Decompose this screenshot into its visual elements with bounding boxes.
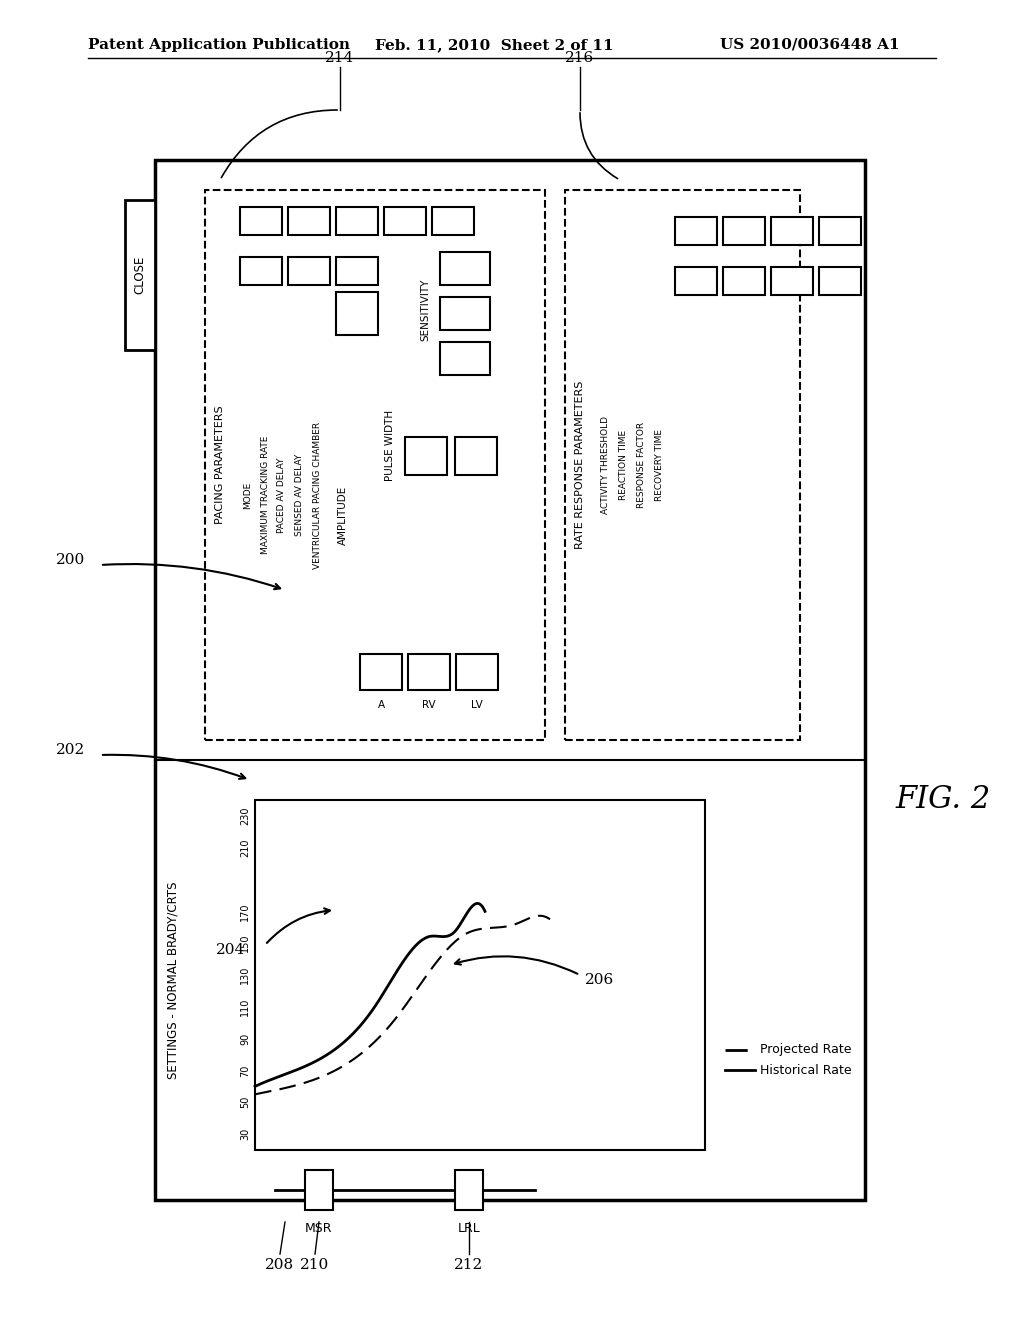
- Text: SENSITIVITY: SENSITIVITY: [420, 279, 430, 341]
- Text: CLOSE: CLOSE: [133, 256, 146, 294]
- Text: PACED AV DELAY: PACED AV DELAY: [278, 457, 287, 533]
- Bar: [125, 201, 155, 350]
- Text: VENTRICULAR PACING CHAMBER: VENTRICULAR PACING CHAMBER: [312, 421, 322, 569]
- Text: 130: 130: [240, 966, 250, 985]
- Bar: [455, 1170, 483, 1210]
- Text: 110: 110: [240, 998, 250, 1016]
- Bar: [360, 653, 402, 690]
- Text: 212: 212: [455, 1258, 483, 1272]
- Text: Feb. 11, 2010  Sheet 2 of 11: Feb. 11, 2010 Sheet 2 of 11: [375, 38, 613, 51]
- Text: RATE RESPONSE PARAMETERS: RATE RESPONSE PARAMETERS: [575, 380, 585, 549]
- Bar: [408, 653, 450, 690]
- Text: SENSED AV DELAY: SENSED AV DELAY: [295, 454, 303, 536]
- Text: SETTINGS - NORMAL BRADY/CRTS: SETTINGS - NORMAL BRADY/CRTS: [167, 882, 179, 1078]
- Text: 206: 206: [585, 973, 614, 987]
- Bar: [288, 257, 330, 285]
- Text: 230: 230: [240, 807, 250, 825]
- Bar: [384, 207, 426, 235]
- Bar: [406, 437, 447, 475]
- Text: 170: 170: [240, 902, 250, 920]
- Text: MSR: MSR: [305, 1222, 333, 1236]
- Text: 70: 70: [240, 1064, 250, 1077]
- Text: MODE: MODE: [244, 482, 253, 508]
- Bar: [305, 1170, 333, 1210]
- Text: REACTION TIME: REACTION TIME: [618, 430, 628, 500]
- Text: FIG. 2: FIG. 2: [895, 784, 990, 816]
- Bar: [336, 292, 378, 335]
- Bar: [771, 216, 813, 246]
- Text: LRL: LRL: [458, 1222, 480, 1236]
- Bar: [565, 190, 800, 741]
- Text: 208: 208: [265, 1258, 295, 1272]
- Text: PULSE WIDTH: PULSE WIDTH: [385, 409, 395, 480]
- Bar: [819, 216, 861, 246]
- Text: 210: 210: [300, 1258, 330, 1272]
- Bar: [336, 257, 378, 285]
- Text: US 2010/0036448 A1: US 2010/0036448 A1: [720, 38, 900, 51]
- Bar: [240, 257, 282, 285]
- Bar: [723, 216, 765, 246]
- Bar: [456, 653, 498, 690]
- Text: Projected Rate: Projected Rate: [760, 1044, 852, 1056]
- Text: MAXIMUM TRACKING RATE: MAXIMUM TRACKING RATE: [260, 436, 269, 554]
- Bar: [771, 267, 813, 294]
- Text: AMPLITUDE: AMPLITUDE: [338, 486, 348, 545]
- Text: 50: 50: [240, 1096, 250, 1109]
- Text: Patent Application Publication: Patent Application Publication: [88, 38, 350, 51]
- Bar: [205, 190, 545, 741]
- Bar: [155, 160, 865, 1200]
- Text: 200: 200: [55, 553, 85, 568]
- Bar: [440, 252, 490, 285]
- Bar: [723, 267, 765, 294]
- Text: 216: 216: [565, 51, 595, 65]
- Bar: [455, 437, 497, 475]
- Bar: [240, 207, 282, 235]
- Text: 202: 202: [55, 743, 85, 756]
- Text: RV: RV: [422, 700, 436, 710]
- Text: 214: 214: [326, 51, 354, 65]
- Bar: [255, 800, 705, 1150]
- Bar: [675, 267, 717, 294]
- Bar: [336, 207, 378, 235]
- Bar: [440, 297, 490, 330]
- Text: PACING PARAMETERS: PACING PARAMETERS: [215, 405, 225, 524]
- Text: 210: 210: [240, 838, 250, 857]
- Bar: [432, 207, 474, 235]
- Text: Historical Rate: Historical Rate: [760, 1064, 852, 1077]
- Bar: [819, 267, 861, 294]
- Text: LV: LV: [471, 700, 483, 710]
- Text: ACTIVITY THRESHOLD: ACTIVITY THRESHOLD: [600, 416, 609, 513]
- Bar: [288, 207, 330, 235]
- Bar: [675, 216, 717, 246]
- Bar: [440, 342, 490, 375]
- Text: 204: 204: [216, 942, 245, 957]
- Text: RECOVERY TIME: RECOVERY TIME: [654, 429, 664, 502]
- Text: RESPONSE FACTOR: RESPONSE FACTOR: [637, 422, 645, 508]
- Text: 30: 30: [240, 1129, 250, 1140]
- Text: 150: 150: [240, 935, 250, 953]
- Text: A: A: [378, 700, 385, 710]
- Text: 90: 90: [240, 1032, 250, 1044]
